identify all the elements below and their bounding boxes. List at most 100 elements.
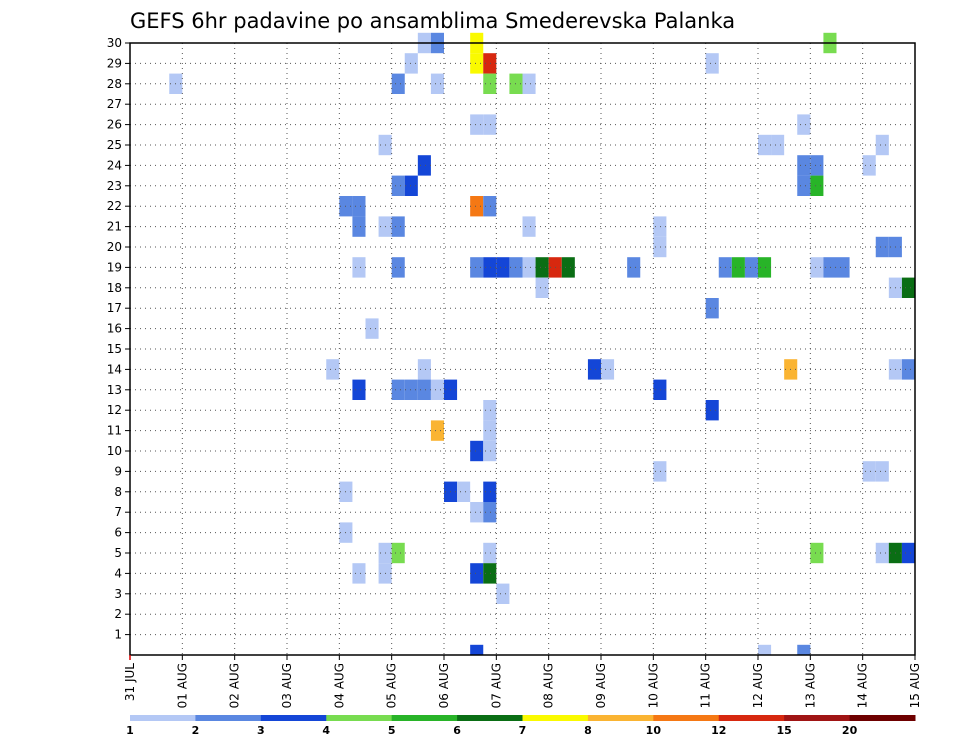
data-cell <box>470 644 484 655</box>
data-cell <box>352 196 366 217</box>
data-cell <box>875 461 889 482</box>
colorbar-swatch <box>260 715 327 721</box>
colorbar-label: 8 <box>584 724 592 737</box>
colorbar-swatch <box>195 715 262 721</box>
data-cell <box>470 563 484 584</box>
x-tick-label: 14 AUG <box>856 663 870 708</box>
data-cell <box>535 257 549 278</box>
x-tick-label: 01 AUG <box>175 663 189 708</box>
y-tick-label: 21 <box>107 220 122 234</box>
y-tick-label: 2 <box>114 607 122 621</box>
data-cell <box>417 155 431 176</box>
data-cell <box>352 216 366 237</box>
colorbar-label: 2 <box>192 724 200 737</box>
data-cell <box>901 542 915 564</box>
data-cell <box>496 583 510 604</box>
data-cell <box>823 257 837 278</box>
colorbar-label: 12 <box>711 724 726 737</box>
chart-title: GEFS 6hr padavine po ansamblima Smederev… <box>130 9 735 33</box>
data-cell <box>417 379 431 400</box>
colorbar-swatch <box>718 715 785 721</box>
colorbar-label: 10 <box>646 724 662 737</box>
y-tick-label: 16 <box>107 322 122 336</box>
data-cell <box>483 502 497 523</box>
data-cell <box>601 359 615 380</box>
y-tick-label: 27 <box>107 97 122 111</box>
y-tick-label: 26 <box>107 118 122 132</box>
y-tick-label: 13 <box>107 383 122 397</box>
data-cell <box>483 257 497 278</box>
colorbar-label: 20 <box>842 724 858 737</box>
data-cells <box>169 32 915 655</box>
data-cell <box>483 73 497 94</box>
colorbar-swatch <box>522 715 589 721</box>
y-tick-label: 12 <box>107 403 122 417</box>
data-cell <box>470 502 484 523</box>
y-tick-label: 23 <box>107 179 122 193</box>
x-tick-label: 03 AUG <box>280 663 294 708</box>
data-cell <box>352 563 366 584</box>
data-cell <box>875 134 889 156</box>
gridlines <box>130 42 915 655</box>
data-cell <box>457 481 471 502</box>
x-tick-label: 04 AUG <box>332 663 346 708</box>
data-cell <box>561 257 575 278</box>
colorbar-swatch <box>457 715 523 721</box>
data-cell <box>483 114 497 135</box>
colorbar-label: 1 <box>126 724 134 737</box>
data-cell <box>587 359 601 380</box>
data-cell <box>391 175 405 196</box>
data-cell <box>797 155 811 176</box>
y-tick-label: 9 <box>114 464 122 478</box>
data-cell <box>705 298 719 319</box>
colorbar-label: 3 <box>257 724 265 737</box>
data-cell <box>744 257 758 278</box>
y-tick-label: 1 <box>114 628 122 642</box>
x-tick-label: 11 AUG <box>699 663 713 708</box>
y-tick-label: 25 <box>107 138 122 152</box>
colorbar-label: 4 <box>322 724 330 737</box>
data-cell <box>522 216 536 237</box>
data-cell <box>653 461 667 482</box>
data-cell <box>810 542 824 564</box>
x-tick-label: 09 AUG <box>594 663 608 708</box>
y-tick-label: 29 <box>107 56 122 70</box>
data-cell <box>483 53 497 74</box>
data-cell <box>731 257 745 278</box>
data-cell <box>901 277 915 298</box>
data-cell <box>391 542 405 564</box>
y-tick-label: 19 <box>107 260 122 274</box>
data-cell <box>404 379 418 400</box>
data-cell <box>430 379 444 400</box>
data-cell <box>797 644 811 655</box>
colorbar-legend: 1 2 3 4 5 6 7 8 10 12 15 20 <box>126 715 916 737</box>
data-cell <box>470 114 484 135</box>
colorbar-label: 15 <box>777 724 792 737</box>
x-axis: 31 JUL 01 AUG 02 AUG 03 AUG 04 AUG 05 AUG 06 A… <box>123 655 922 708</box>
y-tick-label: 18 <box>107 281 122 295</box>
data-cell <box>535 277 549 298</box>
data-cell <box>326 359 340 380</box>
data-cell <box>522 257 536 278</box>
x-tick-label: 31 JUL <box>123 663 137 701</box>
data-cell <box>483 563 497 584</box>
data-cell <box>705 53 719 74</box>
x-tick-label: 06 AUG <box>437 663 451 708</box>
x-tick-label: 15 AUG <box>908 663 922 708</box>
data-cell <box>901 359 915 380</box>
x-tick-label: 12 AUG <box>751 663 765 708</box>
data-cell <box>862 155 876 176</box>
data-cell <box>627 257 641 278</box>
data-cell <box>653 379 667 400</box>
data-cell <box>758 257 772 278</box>
y-tick-label: 28 <box>107 77 122 91</box>
data-cell <box>430 420 444 441</box>
data-cell <box>797 114 811 135</box>
data-cell <box>483 420 497 441</box>
data-cell <box>352 257 366 278</box>
data-cell <box>758 134 772 156</box>
x-tick-label: 08 AUG <box>542 663 556 708</box>
data-cell <box>404 53 418 74</box>
y-tick-label: 30 <box>107 36 122 50</box>
data-cell <box>705 400 719 421</box>
